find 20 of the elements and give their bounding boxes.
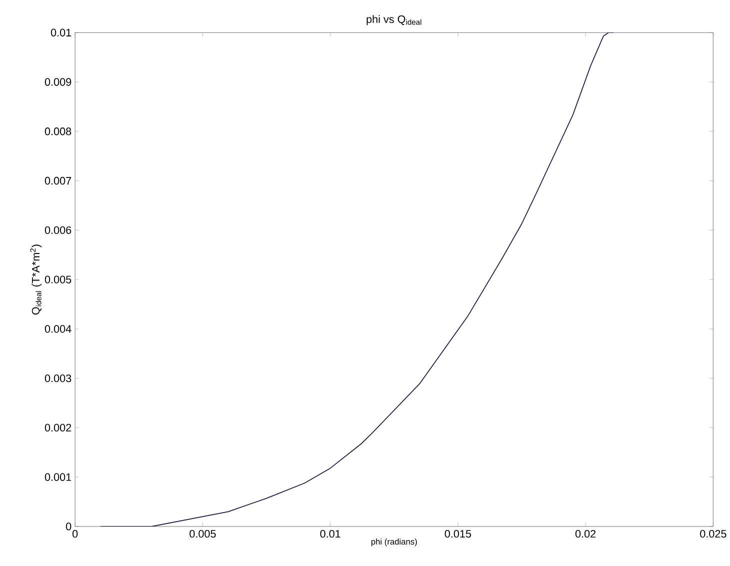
x-tick-label: 0.015 (444, 530, 472, 538)
y-axis-title: Q$_{ideal}$ (T*A*m$^{2}$) (30, 244, 42, 315)
y-tick-label: 0.004 (44, 325, 72, 333)
y-tick-label: 0.009 (44, 78, 72, 86)
x-tick-label: 0 (72, 530, 78, 538)
y-tick-label: 0.005 (44, 276, 72, 284)
y-tick-label: 0.001 (44, 473, 72, 481)
x-tick-label: 0.005 (190, 530, 216, 538)
y-tick-label: 0.01 (50, 28, 72, 36)
x-tick-label: 0.01 (320, 530, 340, 538)
chart-title: phi vs Q$_{ideal}$ (366, 15, 422, 26)
x-axis-title: phi (radians) (371, 538, 417, 546)
y-tick-label: 0.008 (44, 128, 72, 136)
x-tick-label: 0.02 (575, 530, 596, 538)
y-tick-label: 0.007 (44, 176, 72, 185)
y-tick-label: 0.003 (44, 374, 72, 382)
y-tick-label: 0.006 (44, 226, 72, 234)
y-tick-label: 0 (66, 522, 72, 530)
x-tick-label: 0.025 (700, 530, 726, 538)
y-tick-label: 0.002 (44, 424, 72, 432)
